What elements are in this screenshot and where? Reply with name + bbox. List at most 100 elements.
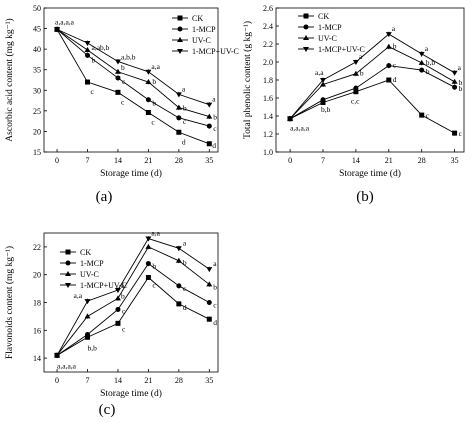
y-tick-label: 1.8 (263, 76, 273, 85)
plot-frame (43, 7, 219, 153)
y-tick-label: 35 (33, 66, 41, 75)
data-label: d (183, 303, 187, 312)
data-label: c (122, 77, 126, 86)
y-tick-label: 1.6 (263, 94, 273, 103)
legend-label: CK (192, 14, 203, 23)
data-label: c (183, 284, 187, 293)
legend-marker (65, 271, 71, 276)
data-label: a,a (151, 62, 160, 71)
panel-label: (b) (356, 189, 374, 205)
series-line (289, 79, 455, 134)
data-label: c (152, 280, 156, 289)
y-tick-label: 1.0 (263, 148, 273, 157)
data-point (84, 299, 91, 305)
y-tick-label: 45 (33, 25, 41, 34)
x-tick-label: 14 (114, 156, 122, 165)
chart-panel-a: 0 7 14 21 28 35 15 20 25 30 35 40 45 50 Storage time (… (4, 4, 239, 205)
legend: CK 1-MCP UV-C 1-MCP+UV-C (298, 12, 365, 54)
y-axis-label: Total phenolic content (g kg⁻¹) (242, 21, 253, 139)
data-label: c (121, 97, 125, 106)
x-tick-label: 0 (55, 156, 59, 165)
data-label: a (458, 63, 462, 72)
x-tick-label: 28 (175, 376, 183, 385)
data-point (385, 43, 392, 49)
x-tick-label: 14 (352, 156, 360, 165)
legend-item: 1-MCP (172, 25, 216, 34)
series-line (289, 33, 455, 119)
series-line (56, 246, 210, 356)
y-tick-label: 15 (33, 148, 41, 157)
y-tick-label: 1.4 (263, 112, 273, 121)
data-point (84, 40, 91, 46)
x-tick-label: 0 (288, 156, 292, 165)
data-point (353, 89, 359, 95)
legend-marker (177, 49, 183, 54)
legend-item: CK (60, 248, 91, 257)
series-line (56, 276, 210, 356)
data-point (419, 112, 425, 118)
legend: CK 1-MCP UV-C 1-MCP+UV-C (60, 248, 127, 290)
data-label: b (92, 55, 96, 64)
data-label: a (425, 44, 429, 53)
y-tick-label: 2.4 (263, 22, 273, 31)
data-point (145, 97, 151, 103)
legend-marker (303, 13, 309, 19)
legend-marker (177, 37, 183, 42)
y-tick-label: 30 (33, 86, 41, 95)
series-1-mcp-uv-c: a,a a a,a a a (54, 229, 217, 359)
data-label: b (152, 77, 156, 86)
data-label: a,a (315, 68, 324, 77)
data-label: b (152, 262, 156, 271)
data-label: b,b (426, 58, 436, 67)
legend-label: 1-MCP+UV-C (192, 47, 239, 56)
legend-label: UV-C (80, 270, 99, 279)
data-point (145, 110, 151, 116)
data-label: b (183, 258, 187, 267)
data-point (114, 59, 121, 65)
data-point (145, 261, 151, 267)
data-label: b (393, 42, 397, 51)
y-tick-label: 50 (33, 4, 41, 13)
data-label: a (212, 95, 216, 104)
x-tick-label: 7 (86, 376, 90, 385)
data-point (114, 68, 121, 74)
series-line (56, 262, 210, 356)
data-point (320, 78, 326, 83)
y-tick-label: 40 (33, 45, 41, 54)
x-tick-label: 0 (55, 376, 59, 385)
data-point (353, 85, 359, 91)
data-label: d (212, 141, 216, 150)
data-label: c (393, 61, 397, 70)
legend-item: 1-MCP (60, 259, 104, 268)
data-point (419, 67, 425, 73)
legend-item: UV-C (172, 36, 211, 45)
data-label: a,a,a,a (55, 17, 75, 26)
y-axis-label: Ascorbic acid content (mg kg⁻¹) (4, 18, 15, 141)
legend-label: UV-C (318, 34, 337, 43)
y-tick-label: 16 (33, 326, 41, 335)
data-label: a (182, 84, 186, 93)
data-label: a (121, 281, 125, 290)
data-point (175, 104, 182, 110)
series-uv-c: a,ab,b b b b b (54, 26, 217, 122)
data-point (206, 141, 212, 147)
data-point (320, 100, 326, 105)
data-label: d (213, 318, 217, 327)
data-point (84, 313, 91, 319)
data-label: b (121, 63, 125, 72)
data-point (176, 115, 182, 121)
chart-panel-b: 0 7 14 21 28 35 1.0 1.2 1.4 1.6 1.8 2.0 2.2 2.4 2.6 Sto… (242, 4, 465, 205)
data-label: d (393, 75, 397, 84)
data-label: b (183, 104, 187, 113)
data-point (115, 75, 121, 81)
data-label: c,c (351, 97, 360, 106)
data-point (175, 246, 182, 252)
data-label: c (426, 111, 430, 120)
legend-label: CK (318, 12, 329, 21)
data-point (206, 300, 212, 305)
series-uv-c: bbb,bb (287, 42, 463, 122)
data-point (320, 97, 326, 103)
x-axis-label: Storage time (d) (339, 168, 401, 179)
legend-label: 1-MCP (192, 25, 216, 34)
data-label: b (459, 84, 463, 93)
